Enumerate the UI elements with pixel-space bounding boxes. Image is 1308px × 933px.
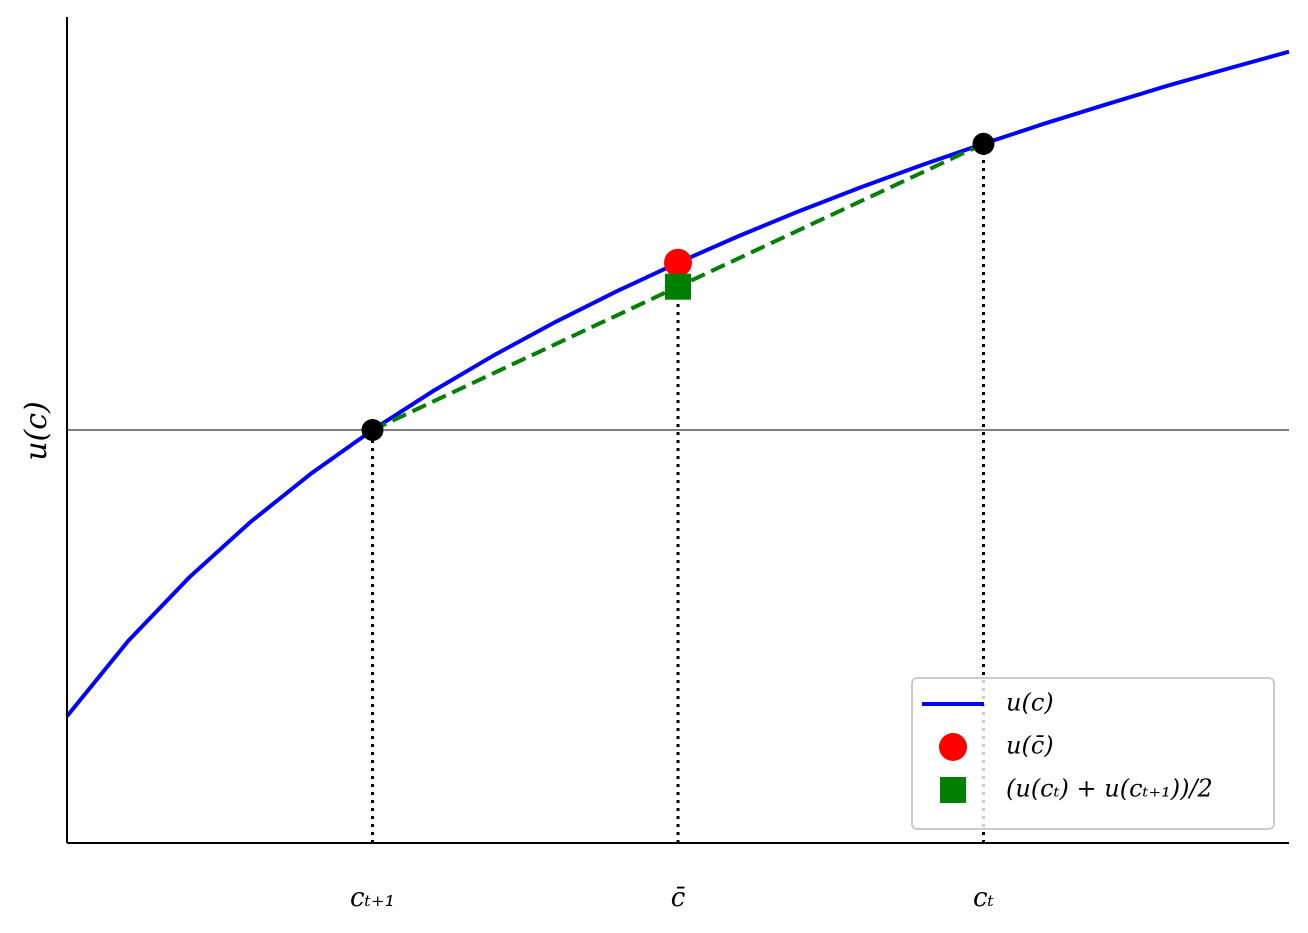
square-marker [665,273,691,300]
y-axis-label: u(c) [19,401,54,461]
legend-label: (u(cₜ) + u(cₜ₊₁))/2 [1006,775,1213,803]
point-marker [972,132,995,155]
legend-label: u(c̄) [1006,732,1054,760]
x-tick-label: cₜ [973,883,995,913]
point-marker [664,248,692,277]
x-tick-label: c̄ [671,883,686,913]
legend-box [911,677,1275,830]
legend: u(c) u(c̄) (u(cₜ) + u(cₜ₊₁))/2 [911,677,1275,830]
point-marker [361,419,384,441]
legend-label: u(c) [1006,689,1054,717]
legend-swatch [940,777,966,803]
x-tick-label: cₜ₊₁ [350,883,395,913]
legend-swatch [939,733,967,761]
